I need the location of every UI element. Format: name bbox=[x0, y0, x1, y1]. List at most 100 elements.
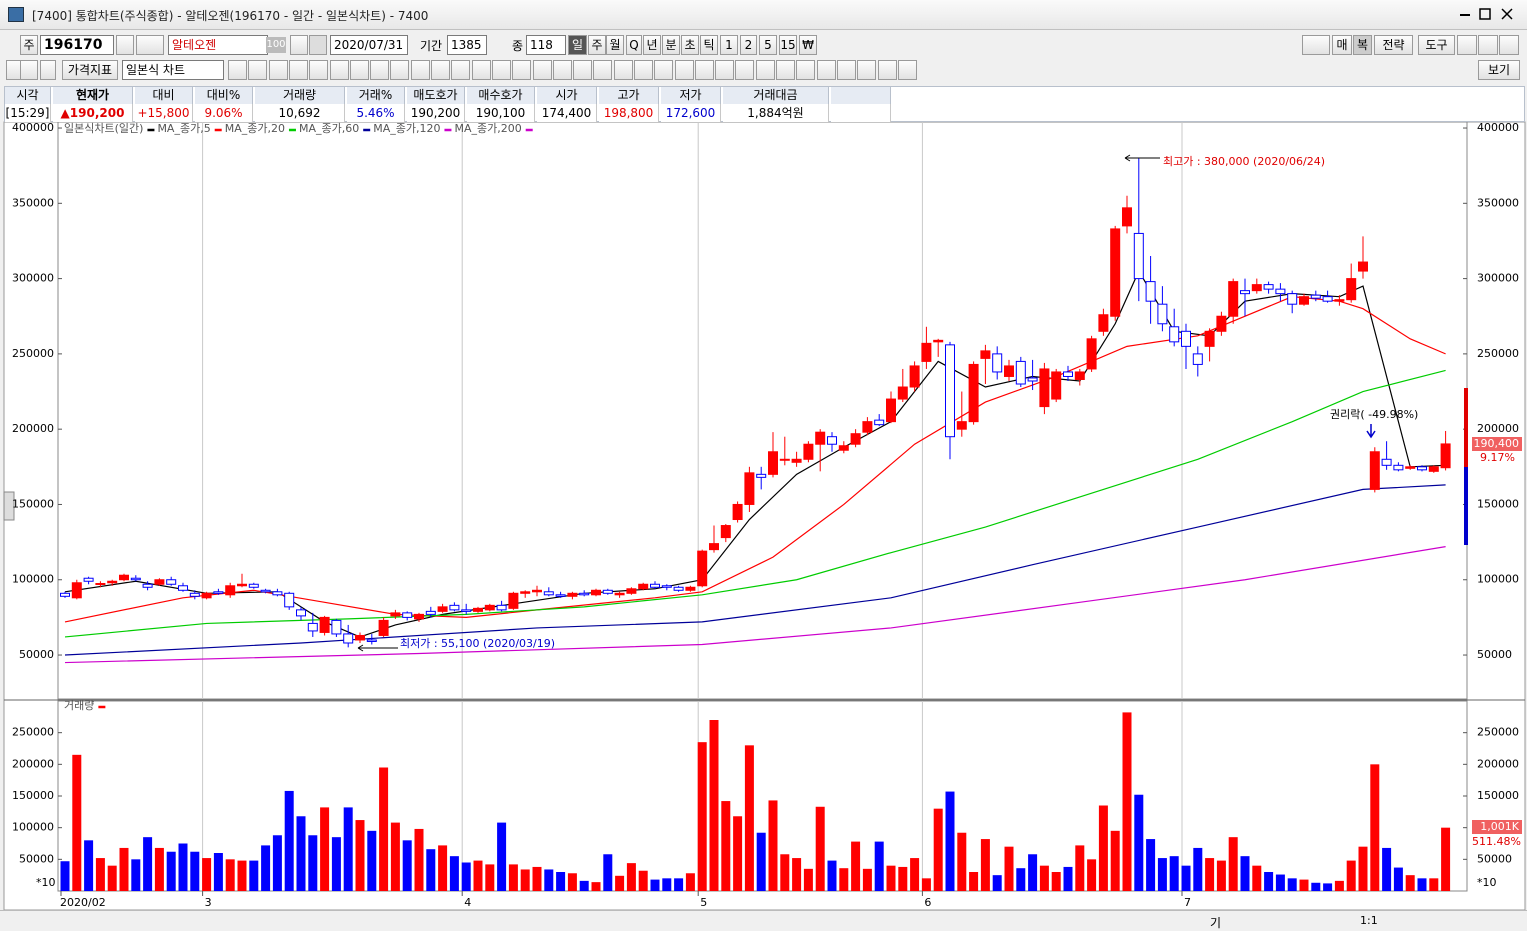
candle-body bbox=[1169, 326, 1180, 343]
icon-button[interactable] bbox=[269, 60, 288, 80]
volume-label: 1,001K bbox=[1480, 820, 1519, 833]
code-type[interactable]: 주 bbox=[20, 35, 38, 55]
period-button[interactable]: 초 bbox=[681, 35, 699, 55]
candle-body bbox=[567, 592, 578, 597]
icon-button[interactable] bbox=[20, 60, 38, 80]
icon-button[interactable] bbox=[695, 60, 714, 80]
search-button[interactable] bbox=[116, 35, 134, 55]
icon-button[interactable] bbox=[735, 60, 754, 80]
volume-bar bbox=[721, 801, 731, 891]
icon-button[interactable] bbox=[350, 60, 369, 80]
icon-button[interactable] bbox=[634, 60, 653, 80]
quote-header: 저가 bbox=[661, 87, 721, 104]
volume-bar bbox=[921, 878, 931, 891]
icon-button[interactable] bbox=[533, 60, 552, 80]
right-button[interactable]: 매 bbox=[1332, 35, 1352, 55]
candle-body bbox=[1322, 296, 1333, 302]
period-button[interactable]: 일 bbox=[568, 35, 587, 55]
icon-button[interactable] bbox=[431, 60, 450, 80]
icon-button[interactable] bbox=[512, 60, 531, 80]
icon-button[interactable] bbox=[715, 60, 734, 80]
icon-button[interactable] bbox=[330, 60, 349, 80]
quote-header bbox=[831, 87, 891, 104]
period-button[interactable]: 1 bbox=[720, 35, 738, 55]
candle-body bbox=[1181, 330, 1191, 347]
period-button[interactable]: 월 bbox=[606, 35, 624, 55]
period-button[interactable]: 주 bbox=[588, 35, 606, 55]
sort-button[interactable] bbox=[136, 35, 164, 55]
icon-button[interactable] bbox=[675, 60, 694, 80]
icon-button[interactable] bbox=[573, 60, 592, 80]
icon-button[interactable] bbox=[390, 60, 409, 80]
icon-button[interactable] bbox=[472, 60, 491, 80]
volume-bar bbox=[485, 864, 495, 891]
name-input[interactable]: 알테오젠 bbox=[168, 35, 268, 55]
volume-bar bbox=[1193, 847, 1203, 891]
period-button[interactable]: Q bbox=[626, 35, 642, 55]
period-input[interactable]: 1385 bbox=[447, 35, 487, 55]
code-input[interactable]: 196170 bbox=[40, 35, 114, 55]
icon-button[interactable] bbox=[228, 60, 247, 80]
right-button[interactable]: 전략 bbox=[1374, 35, 1413, 55]
candle-body bbox=[661, 585, 672, 588]
indicator-button[interactable]: 가격지표 bbox=[62, 60, 118, 80]
icon-button[interactable] bbox=[411, 60, 430, 80]
right-button[interactable]: 도구 bbox=[1418, 35, 1455, 55]
volume-bar bbox=[1393, 867, 1403, 891]
icon-button[interactable] bbox=[593, 60, 612, 80]
prev-button[interactable] bbox=[309, 35, 327, 55]
candle-body bbox=[886, 398, 896, 423]
icon-button[interactable] bbox=[837, 60, 856, 80]
icon-button[interactable] bbox=[817, 60, 836, 80]
icon-button[interactable] bbox=[1457, 35, 1477, 55]
volume-bar bbox=[379, 767, 389, 891]
icon-button[interactable] bbox=[309, 60, 328, 80]
period-button[interactable]: 15 bbox=[779, 35, 797, 55]
volume-bar bbox=[143, 837, 153, 891]
next-button[interactable] bbox=[290, 35, 308, 55]
x-tick-label: 2020/02 bbox=[60, 896, 106, 909]
candle-body bbox=[602, 589, 613, 594]
window-controls[interactable] bbox=[1450, 6, 1520, 24]
volume-bar bbox=[402, 840, 412, 891]
count-input[interactable]: 118 bbox=[526, 35, 566, 55]
x-tick-label: 3 bbox=[205, 896, 212, 909]
icon-button[interactable] bbox=[1499, 35, 1519, 55]
icon-button[interactable] bbox=[492, 60, 511, 80]
candle-body bbox=[779, 458, 790, 461]
quote-value: 10,692 bbox=[255, 104, 345, 122]
icon-button[interactable] bbox=[878, 60, 897, 80]
candle-body bbox=[414, 613, 424, 620]
period-button[interactable]: 2 bbox=[740, 35, 757, 55]
icon-button[interactable] bbox=[370, 60, 389, 80]
period-button[interactable]: 5 bbox=[759, 35, 777, 55]
candle-body bbox=[709, 543, 719, 551]
icon-button[interactable] bbox=[654, 60, 673, 80]
right-button[interactable]: 복 bbox=[1353, 35, 1372, 55]
cloud-button[interactable] bbox=[1302, 35, 1330, 55]
icon-button[interactable] bbox=[776, 60, 795, 80]
period-button[interactable]: 년 bbox=[643, 35, 661, 55]
y-tick-label: 150000 bbox=[1477, 789, 1519, 802]
icon-button[interactable] bbox=[451, 60, 470, 80]
volume-bar bbox=[744, 745, 754, 891]
icon-button[interactable] bbox=[756, 60, 775, 80]
icon-button[interactable] bbox=[1478, 35, 1498, 55]
icon-button[interactable] bbox=[289, 60, 308, 80]
icon-button[interactable] bbox=[796, 60, 815, 80]
icon-button[interactable] bbox=[857, 60, 876, 80]
candle-body bbox=[1369, 451, 1380, 490]
icon-button[interactable] bbox=[898, 60, 917, 80]
view-button[interactable]: 보기 bbox=[1478, 60, 1520, 80]
period-button[interactable]: 틱 bbox=[700, 35, 718, 55]
period-button[interactable]: ₩ bbox=[799, 35, 817, 55]
icon-button[interactable] bbox=[553, 60, 572, 80]
candle-body bbox=[189, 592, 200, 597]
date-input[interactable]: 2020/07/31 bbox=[330, 35, 408, 55]
icon-button[interactable] bbox=[40, 60, 56, 80]
volume-bar bbox=[1216, 860, 1226, 891]
icon-button[interactable] bbox=[614, 60, 633, 80]
period-button[interactable]: 분 bbox=[662, 35, 680, 55]
chart-style-select[interactable]: 일본식 차트 bbox=[122, 60, 224, 80]
icon-button[interactable] bbox=[248, 60, 267, 80]
